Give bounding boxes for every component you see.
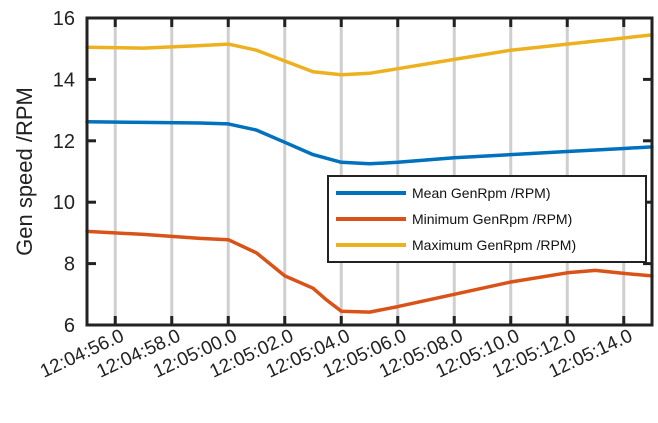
series-line <box>85 120 654 166</box>
grid-lines <box>113 18 626 325</box>
y-tick-label: 10 <box>53 192 75 214</box>
y-tick-label: 16 <box>53 8 75 30</box>
y-axis-label: Gen speed /RPM <box>12 87 37 256</box>
x-tick-labels: 12:04:56.012:04:58.012:05:00.012:05:02.0… <box>37 325 636 382</box>
y-tick-label: 14 <box>53 69 75 91</box>
series-line <box>85 33 654 77</box>
legend-label: Minimum GenRpm /RPM) <box>412 211 572 227</box>
series-line <box>85 229 654 314</box>
legend-label: Maximum GenRpm /RPM) <box>412 237 576 253</box>
y-tick-label: 8 <box>64 254 75 276</box>
plot-area <box>85 33 654 314</box>
y-tick-labels: 6 8 10 12 14 16 <box>53 8 75 337</box>
axis-ticks <box>87 16 652 327</box>
y-tick-label: 12 <box>53 131 75 153</box>
y-tick-label: 6 <box>64 315 75 337</box>
axes-frame <box>85 16 654 327</box>
legend: Mean GenRpm /RPM) Minimum GenRpm /RPM) Max… <box>327 175 647 263</box>
legend-label: Mean GenRpm /RPM) <box>412 185 550 201</box>
